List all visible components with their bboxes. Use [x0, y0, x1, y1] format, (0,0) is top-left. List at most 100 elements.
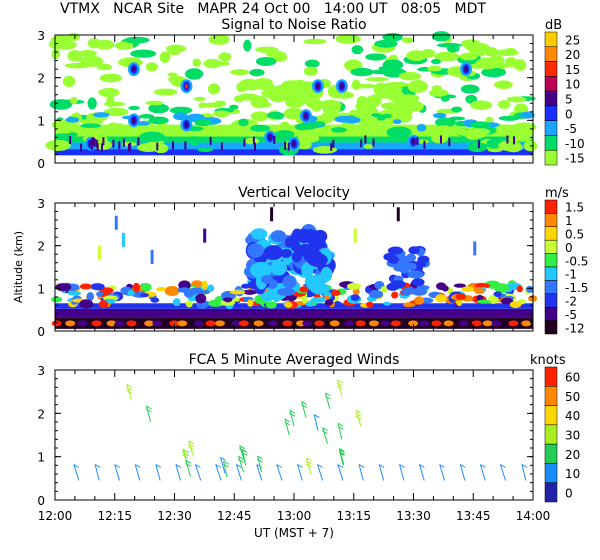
wind-barb — [358, 464, 364, 481]
vv-streak — [353, 228, 357, 243]
colorbar-swatch — [544, 239, 558, 254]
snr-echo — [283, 107, 304, 120]
snr-echo — [238, 93, 259, 101]
snr-echo — [65, 116, 80, 123]
wind-barb — [337, 423, 343, 440]
snr-echo — [431, 31, 451, 42]
wind-barb — [297, 464, 303, 468]
vv-ground-cell — [329, 320, 340, 327]
colorbar-swatch — [544, 306, 558, 321]
vv-speckle — [229, 290, 246, 295]
vv-ground-cell — [508, 320, 519, 327]
colorbar-label: -5 — [565, 122, 577, 136]
snr-echo — [392, 119, 402, 125]
vv-speckle — [474, 287, 485, 295]
snr-echo — [481, 67, 507, 78]
snr-echo — [128, 105, 140, 111]
vv-cell — [411, 278, 425, 287]
colorbar-label: -5 — [565, 308, 577, 322]
snr-echo — [351, 45, 364, 55]
vv-cell — [405, 253, 417, 262]
vv-speckle — [284, 301, 293, 308]
vv-speckle — [185, 290, 200, 295]
wind-barb — [256, 464, 263, 481]
y-tick-label: 3 — [37, 364, 45, 378]
wind-barb — [94, 464, 101, 468]
x-tick-label: 12:45 — [217, 509, 252, 523]
wind-barb — [185, 460, 191, 477]
colorbar-swatch — [544, 226, 558, 241]
wind-barb — [146, 405, 152, 410]
wind-barb — [175, 464, 182, 468]
wind-barb — [276, 464, 283, 481]
x-tick-label: 12:30 — [157, 509, 192, 523]
snr-echo — [145, 100, 164, 106]
vv-speckle — [350, 294, 360, 301]
snr-echo — [355, 99, 375, 113]
snr-echo — [475, 57, 500, 70]
colorbar-label: 10 — [565, 467, 580, 481]
snr-streak — [96, 143, 99, 152]
wind-barb — [358, 464, 365, 468]
wind-barb — [239, 448, 245, 452]
y-tick-label: 3 — [37, 197, 45, 211]
header-timezone: MDT — [454, 1, 486, 17]
wind-barb — [126, 386, 133, 391]
snr-echo — [45, 139, 71, 151]
wind-barb — [114, 464, 121, 481]
wind-barb — [439, 464, 446, 481]
vv-speckle — [127, 289, 136, 297]
colorbar-label: 0 — [565, 241, 573, 255]
snr-echo — [494, 49, 519, 56]
snr-strong-cell — [303, 113, 308, 120]
vv-speckle — [207, 284, 215, 293]
vv-speckle — [330, 290, 341, 296]
snr-echo — [487, 147, 503, 153]
vv-ground-cell — [114, 320, 125, 327]
vv-speckle — [402, 302, 416, 308]
x-tick-label: 13:15 — [336, 509, 371, 523]
colorbar-label: -12 — [565, 321, 585, 335]
wind-barb — [187, 446, 194, 451]
x-tick-label: 14:00 — [516, 509, 551, 523]
wind-barb — [257, 456, 263, 473]
snr-echo — [513, 132, 533, 142]
snr-echo — [347, 131, 367, 137]
colorbar-swatch — [544, 46, 558, 62]
vv-speckle — [164, 286, 180, 296]
header-location: NCAR Site — [113, 1, 185, 17]
vv-cell — [411, 287, 428, 296]
vv-cell — [308, 236, 319, 247]
wind-barb — [241, 451, 248, 456]
vv-speckle — [500, 297, 514, 305]
snr-echo — [378, 65, 401, 72]
wind-barb — [238, 456, 245, 473]
wind-barb — [73, 464, 79, 468]
snr-streak — [91, 136, 94, 145]
snr-echo — [69, 97, 78, 105]
snr-echo — [335, 34, 361, 44]
wind-barb — [215, 464, 222, 481]
snr-echo — [301, 94, 313, 105]
vv-speckle — [310, 297, 327, 303]
colorbar-label: 20 — [565, 448, 580, 462]
snr-streak — [273, 135, 276, 144]
snr-echo — [440, 95, 450, 102]
snr-echo — [54, 133, 74, 138]
snr-strong-cell — [131, 117, 136, 124]
wind-barb — [313, 414, 319, 431]
vv-speckle — [475, 282, 489, 288]
vv-speckle — [435, 294, 447, 303]
snr-echo — [130, 49, 157, 58]
vv-speckle — [132, 282, 141, 293]
vv-speckle — [96, 291, 104, 297]
panel-frame — [54, 369, 534, 501]
snr-echo — [519, 111, 535, 119]
vv-speckle — [86, 291, 95, 302]
snr-echo — [193, 96, 206, 101]
header-title: VTMX NCAR Site MAPR 24 Oct 00 14:00 UT 0… — [60, 1, 486, 17]
snr-echo — [374, 39, 398, 48]
snr-echo — [310, 98, 323, 112]
vv-speckle — [208, 299, 221, 307]
snr-streak — [287, 142, 290, 151]
